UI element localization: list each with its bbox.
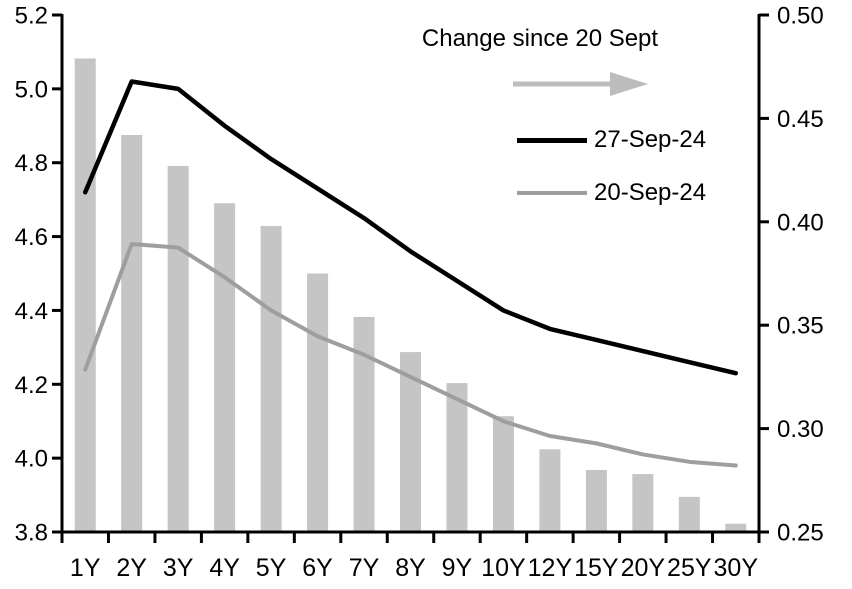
right-tick-label: 0.25 (777, 520, 824, 547)
left-tick-label: 5.0 (15, 76, 48, 103)
bar-8Y (400, 352, 421, 532)
bar-2Y (121, 134, 143, 532)
right-tick-label: 0.40 (777, 209, 824, 236)
x-category-label: 15Y (574, 554, 619, 582)
bar-20Y (632, 474, 654, 532)
series-line-27-sep-24 (82, 79, 739, 376)
left-tick-label: 4.2 (15, 372, 48, 399)
bar-9Y (446, 383, 468, 532)
x-category-label: 4Y (209, 554, 240, 582)
line-swatch-20sep-icon (517, 191, 587, 195)
x-category-label: 10Y (481, 554, 526, 582)
left-tick-label: 4.8 (15, 150, 48, 177)
x-category-label: 6Y (302, 554, 333, 582)
left-tick-label: 4.4 (15, 298, 48, 325)
bar-4Y (214, 203, 236, 533)
x-category-label: 7Y (349, 554, 380, 582)
legend-entry-27sep: 27-Sep-24 (517, 126, 707, 153)
x-category-label: 3Y (163, 554, 194, 582)
right-tick-label: 0.50 (777, 3, 824, 30)
left-tick-label: 3.8 (15, 520, 48, 547)
x-category-label: 30Y (714, 554, 759, 582)
bar-10Y (492, 416, 514, 532)
change-arrow-icon (513, 72, 648, 96)
bar-1Y (74, 58, 96, 532)
right-tick-label: 0.35 (777, 313, 824, 340)
bar-3Y (167, 165, 189, 533)
x-category-label: 2Y (116, 554, 147, 582)
legend-entry-20sep: 20-Sep-24 (517, 179, 707, 206)
line-swatch-27sep-icon (517, 137, 587, 143)
x-category-label: 1Y (70, 554, 101, 582)
x-category-label: 9Y (442, 554, 473, 582)
bar-25Y (678, 496, 700, 532)
x-category-label: 8Y (395, 554, 426, 582)
bar-5Y (260, 225, 282, 532)
legend-label-27sep: 27-Sep-24 (594, 126, 707, 153)
x-category-label: 5Y (256, 554, 287, 582)
bar-12Y (539, 449, 561, 532)
bar-7Y (353, 316, 375, 532)
bar-30Y (725, 523, 747, 532)
x-category-label: 25Y (667, 554, 712, 582)
left-tick-label: 4.0 (15, 446, 48, 473)
legend-label-20sep: 20-Sep-24 (594, 179, 707, 206)
bar-15Y (585, 469, 607, 532)
right-tick-label: 0.30 (777, 416, 824, 443)
left-tick-label: 5.2 (15, 3, 48, 30)
bar-6Y (307, 273, 329, 532)
x-category-label: 20Y (621, 554, 666, 582)
left-tick-label: 4.6 (15, 224, 48, 251)
series-line-20-sep-24 (83, 241, 738, 468)
right-tick-label: 0.45 (777, 106, 824, 133)
legend-title: Change since 20 Sept (421, 25, 659, 52)
x-category-label: 12Y (528, 554, 573, 582)
